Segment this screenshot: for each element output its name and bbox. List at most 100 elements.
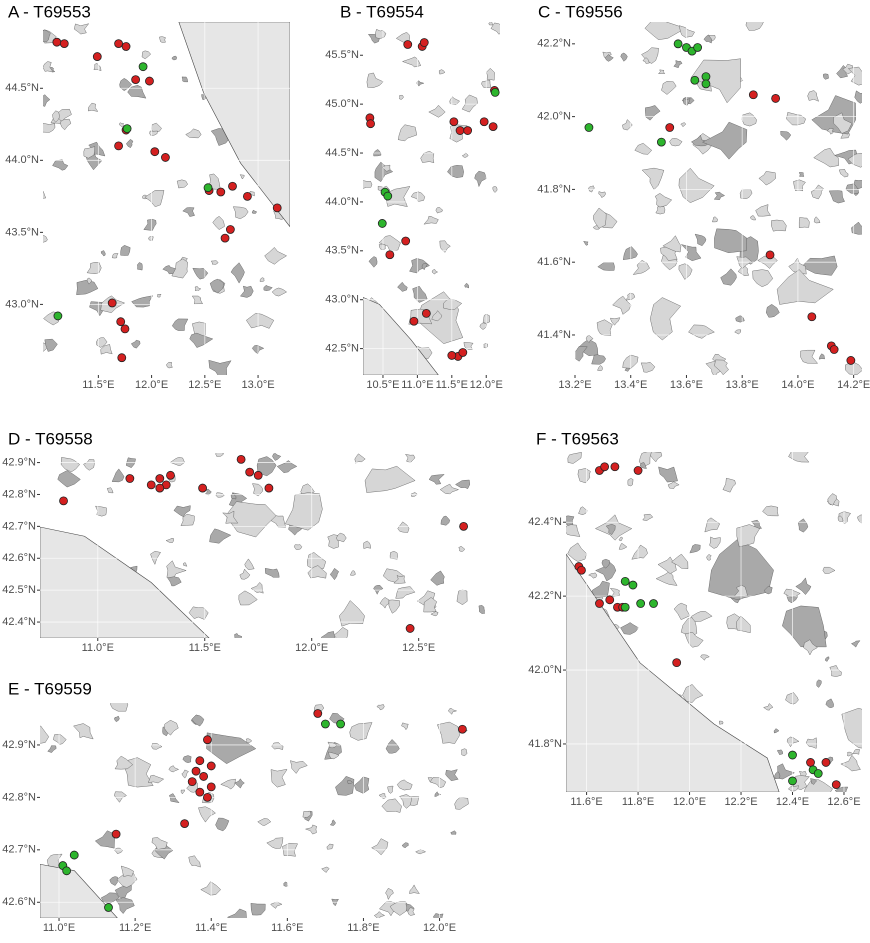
occurrence-point — [620, 576, 630, 586]
protected-area — [483, 343, 488, 349]
protected-area — [189, 332, 214, 348]
map-panel — [40, 453, 485, 638]
occurrence-point — [421, 308, 431, 318]
protected-area — [120, 865, 134, 877]
x-tick-label: 11.6°E — [271, 922, 303, 934]
occurrence-point — [385, 250, 395, 260]
protected-area — [257, 818, 272, 826]
protected-area — [577, 468, 591, 484]
protected-area — [354, 453, 366, 464]
y-tick-label: 44.0°N — [5, 154, 39, 166]
protected-area — [176, 179, 188, 189]
protected-area — [609, 588, 620, 598]
sea — [566, 553, 780, 792]
protected-area — [256, 456, 277, 477]
protected-area — [700, 654, 710, 661]
y-tick-label: 42.7°N — [2, 520, 36, 532]
protected-area — [364, 465, 416, 493]
protected-area — [209, 528, 232, 544]
protected-area — [440, 515, 451, 526]
protected-area — [703, 34, 712, 44]
protected-area — [401, 56, 421, 68]
protected-area — [52, 110, 60, 123]
protected-area — [271, 287, 287, 297]
map-panel — [566, 452, 862, 792]
occurrence-point — [665, 123, 675, 132]
occurrence-point — [806, 758, 815, 767]
protected-area — [43, 235, 48, 243]
occurrence-point — [584, 123, 594, 132]
protected-area — [226, 908, 247, 918]
x-tick-label: 12.5°E — [402, 642, 435, 654]
protected-area — [43, 30, 51, 43]
occurrence-point — [813, 769, 823, 778]
protected-area — [194, 286, 202, 291]
protected-area — [667, 481, 680, 489]
occurrence-point — [457, 724, 467, 734]
protected-area — [347, 779, 353, 785]
protected-area — [601, 558, 610, 569]
protected-area — [100, 344, 113, 355]
protected-area — [588, 185, 595, 193]
occurrence-point — [377, 219, 387, 228]
protected-area — [605, 523, 616, 535]
occurrence-point — [125, 474, 135, 483]
protected-area — [409, 884, 420, 894]
protected-area — [159, 36, 166, 43]
protected-area — [750, 215, 756, 221]
protected-area — [780, 131, 792, 141]
protected-area — [88, 102, 99, 112]
sea — [363, 297, 439, 375]
protected-area — [834, 786, 849, 792]
occurrence-point — [111, 829, 121, 839]
protected-area — [640, 462, 647, 469]
protected-area — [381, 164, 391, 172]
occurrence-point — [191, 766, 201, 776]
map-background — [40, 703, 470, 918]
x-tick-label: 13.6°E — [670, 379, 703, 391]
protected-area — [671, 553, 689, 569]
protected-area — [627, 478, 634, 487]
occurrence-point — [243, 191, 252, 201]
occurrence-point — [69, 850, 79, 860]
occurrence-point — [672, 658, 682, 668]
protected-area — [234, 778, 245, 789]
protected-area — [252, 483, 263, 497]
protected-area — [148, 236, 154, 241]
sea — [178, 22, 290, 228]
protected-area — [678, 167, 715, 203]
protected-area — [857, 514, 862, 524]
protected-area — [673, 60, 683, 69]
occurrence-point — [313, 709, 323, 718]
y-tick-label: 42.2°N — [528, 590, 562, 602]
protected-area — [620, 622, 639, 635]
occurrence-point — [458, 348, 468, 357]
protected-area — [111, 468, 125, 483]
protected-area — [397, 124, 418, 142]
x-tick-label: 12.0°E — [135, 379, 168, 391]
occurrence-point — [220, 233, 230, 243]
protected-area — [363, 540, 371, 549]
protected-area — [246, 312, 275, 329]
y-tick-label: 43.0°N — [5, 298, 39, 310]
protected-area — [803, 639, 818, 656]
protected-area — [181, 76, 188, 83]
protected-area — [437, 721, 460, 744]
occurrence-point — [199, 772, 209, 781]
occurrence-point — [690, 75, 700, 85]
protected-area — [329, 819, 336, 826]
protected-area — [110, 703, 129, 712]
protected-area — [596, 319, 613, 336]
x-tick-label: 12.4°E — [776, 796, 809, 808]
x-tick-label: 13.0°E — [241, 379, 274, 391]
protected-area — [709, 536, 721, 549]
occurrence-point — [605, 595, 615, 605]
protected-area — [691, 611, 713, 623]
protected-area — [374, 161, 394, 182]
protected-area — [463, 342, 474, 350]
protected-area — [680, 122, 687, 127]
protected-area — [439, 240, 451, 253]
occurrence-point — [636, 599, 646, 608]
protected-area — [777, 749, 783, 756]
occurrence-point — [701, 72, 711, 81]
